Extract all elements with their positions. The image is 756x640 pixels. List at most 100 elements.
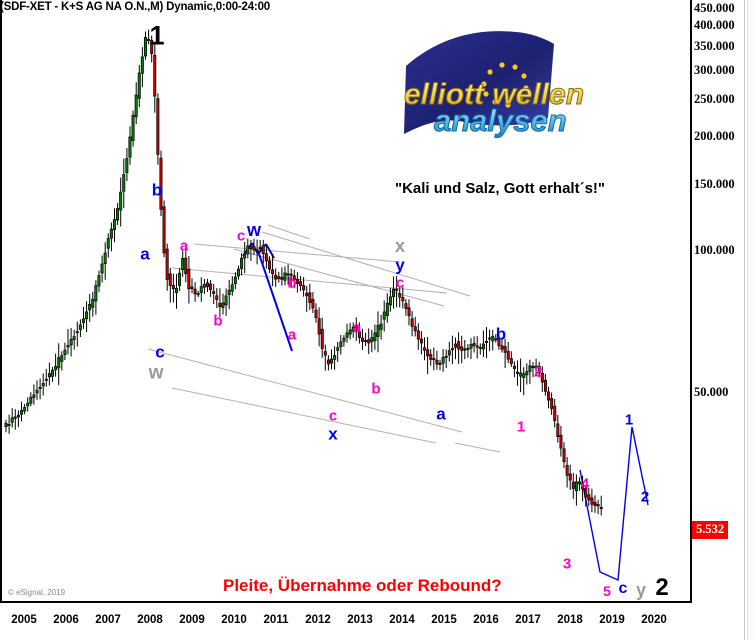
vertical-scrollbar-thumb[interactable]: [747, 0, 754, 640]
time-axis-tick: 2019: [599, 614, 625, 626]
candle-body: [441, 356, 445, 364]
candle-body: [143, 36, 147, 57]
chart-headline-text: Pleite, Übernahme oder Rebound?: [223, 576, 502, 595]
candle-body: [419, 338, 423, 344]
time-axis-tick: 2007: [95, 614, 121, 626]
wave-label: b: [213, 312, 223, 330]
chart-quote-text: "Kali und Salz, Gott erhalt´s!": [394, 180, 606, 197]
candle-body: [57, 357, 61, 369]
candle-body: [215, 295, 219, 300]
candle-body: [593, 501, 597, 506]
candle-body: [333, 355, 337, 360]
candle-body: [454, 343, 458, 348]
candle-body: [153, 54, 157, 97]
wave-label: y: [395, 255, 405, 275]
candle-body: [243, 254, 247, 259]
candle-body: [463, 348, 467, 351]
candle-body: [81, 318, 85, 324]
candle-body: [16, 414, 20, 418]
candle-body: [503, 346, 507, 353]
candle-body: [10, 417, 14, 423]
wave-label: 1: [516, 418, 526, 436]
candle-body: [23, 407, 27, 412]
candle-body: [481, 343, 485, 350]
candle-body: [388, 296, 392, 306]
candle-body: [342, 337, 346, 342]
candle-body: [109, 228, 113, 239]
wave-label: b: [151, 180, 163, 200]
candle-body: [91, 298, 95, 308]
candle-body: [339, 341, 343, 348]
candle-body: [202, 284, 206, 288]
candle-body: [587, 494, 591, 501]
price-axis-tick: 200.000: [694, 129, 735, 143]
candle-body: [348, 329, 352, 335]
wave-label: x: [328, 424, 338, 444]
vertical-scrollbar[interactable]: [744, 0, 756, 640]
candle-body: [205, 282, 209, 288]
candle-body: [280, 277, 284, 280]
candle-body: [469, 344, 473, 349]
wave-label: a: [436, 404, 446, 424]
candle-body: [131, 114, 135, 141]
candle-body: [69, 338, 73, 346]
candle-body: [404, 303, 408, 309]
time-axis-tick: 2005: [11, 614, 37, 626]
candle-body: [66, 344, 70, 348]
candle-body: [88, 303, 92, 311]
candle-body: [190, 286, 194, 289]
candle-body: [491, 335, 495, 342]
candle-body: [550, 398, 554, 409]
candle-body: [274, 274, 278, 280]
candle-body: [227, 289, 231, 295]
candle-body: [308, 292, 312, 303]
candle-body: [323, 351, 327, 356]
candle-body: [475, 345, 479, 348]
candle-body: [596, 504, 600, 507]
candle-body: [413, 326, 417, 332]
candle-body: [574, 481, 578, 492]
candle-body: [367, 339, 371, 344]
wave-label: 1: [624, 411, 634, 429]
candle-body: [466, 347, 470, 350]
candle-body: [392, 288, 396, 298]
candle-body: [4, 422, 8, 428]
candle-body: [29, 396, 33, 404]
window-title: (SDF-XET - K+S AG NA O.N.,M) Dynamic,0:0…: [0, 1, 270, 13]
candle-body: [385, 302, 389, 316]
time-axis-tick: 2009: [179, 614, 205, 626]
wave-label: a: [352, 319, 362, 337]
candle-body: [246, 245, 250, 255]
candle-body: [373, 332, 377, 342]
candle-body: [506, 351, 510, 360]
candle-body: [547, 391, 551, 401]
candle-body: [438, 362, 442, 365]
candle-body: [116, 208, 120, 221]
candle-body: [370, 337, 374, 343]
candle-body: [556, 423, 560, 437]
candle-body: [525, 371, 529, 376]
wave-label: a: [140, 244, 150, 264]
time-axis-tick: 2012: [305, 614, 331, 626]
candle-body: [128, 136, 132, 158]
wave-label: a: [179, 237, 189, 255]
candle-body: [236, 268, 240, 277]
wave-label: c: [618, 580, 628, 597]
candle-body: [168, 273, 172, 286]
candle-body: [72, 336, 76, 340]
candle-body: [162, 206, 166, 254]
candle-body: [565, 464, 569, 476]
candle-body: [314, 309, 318, 319]
candle-body: [221, 302, 225, 308]
candle-body: [553, 405, 557, 422]
candle-body: [193, 288, 197, 295]
candle-body: [20, 410, 24, 415]
candle-body: [450, 348, 454, 351]
candle-body: [271, 269, 275, 275]
time-axis-tick: 2017: [515, 614, 541, 626]
eu-flag-shape: [404, 31, 554, 134]
channel-lines: [147, 224, 501, 453]
candle-body: [460, 346, 464, 351]
candle-body: [345, 332, 349, 338]
